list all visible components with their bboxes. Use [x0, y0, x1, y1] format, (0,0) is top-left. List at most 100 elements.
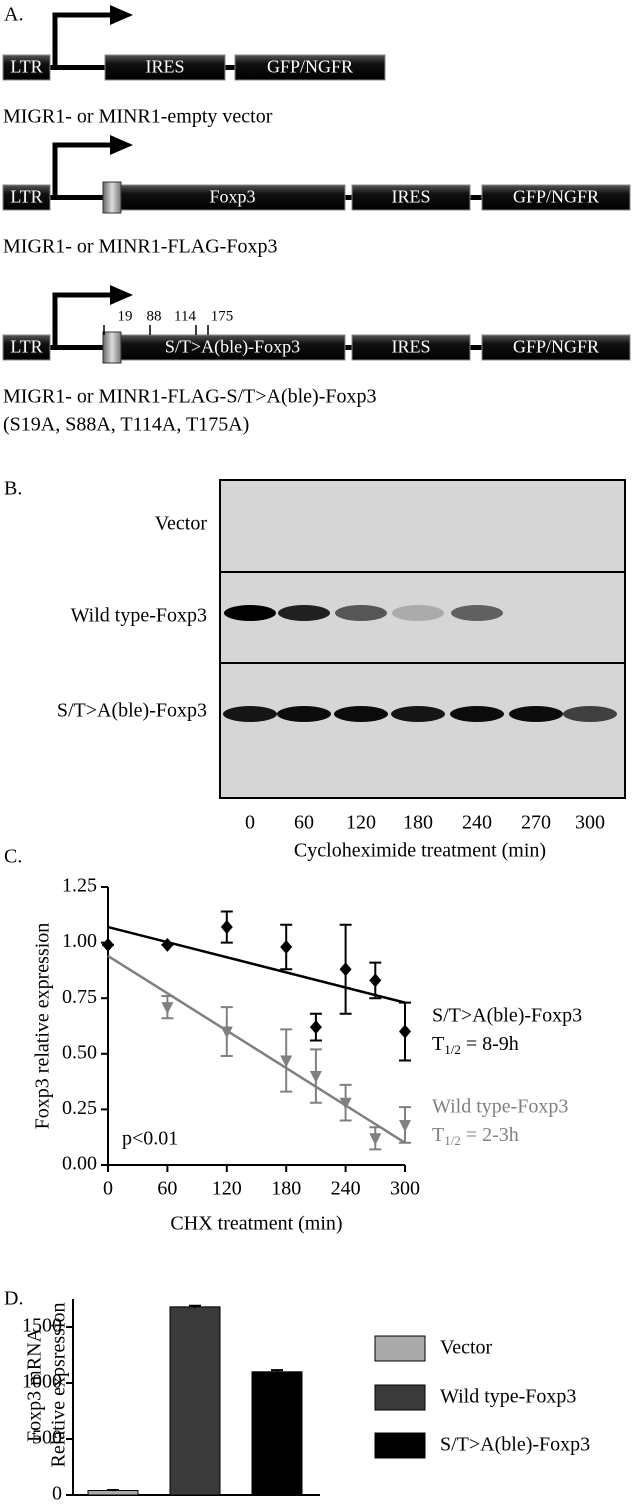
data-point — [220, 920, 233, 935]
promoter-arrow — [52, 12, 112, 65]
construct-segment — [2, 334, 51, 361]
y-tick-label: 1000 — [22, 1371, 62, 1393]
y-tick-label: 0.50 — [62, 1041, 97, 1063]
construct-segment — [351, 334, 471, 361]
fit-line — [107, 925, 406, 1004]
error-bar — [271, 1369, 283, 1374]
y-tick-label: 500 — [32, 1427, 62, 1449]
band — [278, 605, 330, 621]
site-label: 114 — [174, 308, 196, 324]
flag-tag — [102, 181, 122, 214]
construct-caption: MIGR1- or MINR1-empty vector — [3, 106, 273, 128]
construct-segment — [234, 54, 386, 81]
lane-label: 240 — [462, 812, 492, 834]
band — [509, 706, 563, 722]
site-label: 19 — [118, 308, 133, 324]
error-bar — [107, 1488, 119, 1492]
data-point — [161, 937, 174, 952]
band — [392, 605, 444, 621]
legend-swatch — [374, 1335, 426, 1362]
band — [563, 706, 617, 722]
segment-label: Foxp3 — [209, 187, 255, 207]
y-tick-label: 0.25 — [62, 1097, 97, 1119]
annotation: p<0.01 — [122, 1128, 178, 1150]
segment-label: GFP/NGFR — [513, 337, 599, 357]
bar — [251, 1371, 303, 1496]
construct-segment — [119, 184, 346, 211]
promoter-arrow — [52, 142, 112, 195]
panel-label: B. — [4, 478, 22, 500]
data-point — [309, 1020, 322, 1035]
fit-line — [107, 954, 406, 1144]
construct-segment — [2, 54, 51, 81]
segment-label: GFP/NGFR — [513, 187, 599, 207]
x-tick-label: 60 — [157, 1178, 177, 1200]
band — [223, 706, 277, 722]
data-point — [220, 1026, 233, 1039]
construct-segment — [119, 334, 346, 361]
construct-segment — [104, 54, 226, 81]
legend-swatch — [374, 1384, 426, 1411]
segment-label: IRES — [391, 337, 430, 357]
data-point — [399, 1119, 411, 1132]
arrow-head — [110, 285, 133, 305]
segment-label: LTR — [10, 337, 42, 357]
half-life-symbol: T — [432, 1033, 444, 1055]
data-point — [339, 962, 352, 977]
half-life-subscript: 1/2 — [444, 1133, 461, 1148]
x-tick-label: 300 — [390, 1178, 420, 1200]
bar — [169, 1306, 221, 1496]
data-point — [280, 1055, 293, 1068]
band — [451, 605, 503, 621]
x-tick-label: 0 — [103, 1178, 113, 1200]
half-life-text: = 8-9h — [466, 1033, 519, 1055]
y-axis-label: Foxp3 relative expression — [32, 923, 54, 1130]
segment-label: GFP/NGFR — [267, 57, 353, 77]
x-tick-label: 180 — [271, 1178, 301, 1200]
y-tick-label: 0.75 — [62, 986, 97, 1008]
x-tick-label: 120 — [212, 1178, 242, 1200]
band — [277, 706, 331, 722]
half-life: T1/2 = 2-3h — [432, 1124, 519, 1148]
data-point — [369, 1133, 382, 1146]
band — [224, 605, 276, 621]
segment-label: S/T>A(ble)-Foxp3 — [165, 337, 300, 358]
data-point — [161, 1002, 174, 1015]
legend-label: Vector — [440, 1337, 493, 1359]
promoter-arrow — [52, 292, 112, 345]
half-life-subscript: 1/2 — [444, 1042, 461, 1057]
data-point — [399, 1024, 411, 1039]
y-tick-label: 1.25 — [62, 875, 97, 897]
half-life: T1/2 = 8-9h — [432, 1033, 519, 1057]
data-point — [102, 937, 114, 952]
series-label: Wild type-Foxp3 — [432, 1096, 568, 1118]
construct-segment — [2, 184, 51, 211]
lane-label: 0 — [245, 812, 255, 834]
flag-tag — [102, 331, 122, 364]
blot — [219, 479, 626, 799]
data-point — [280, 940, 293, 955]
y-tick-label: 1.00 — [62, 930, 97, 952]
legend-label: Wild type-Foxp3 — [440, 1386, 576, 1408]
segment-label: LTR — [10, 187, 42, 207]
y-axis-label: Relative expsression — [48, 1303, 70, 1468]
site-label: 88 — [147, 308, 162, 324]
lane-label: 180 — [403, 812, 433, 834]
arrow-head — [110, 5, 133, 25]
segment-label: IRES — [145, 57, 184, 77]
legend-label: S/T>A(ble)-Foxp3 — [440, 1434, 590, 1456]
half-life-text: = 2-3h — [466, 1124, 519, 1146]
band — [391, 706, 445, 722]
construct-caption: MIGR1- or MINR1-FLAG-Foxp3 — [3, 236, 277, 258]
y-tick-label: 0 — [52, 1483, 62, 1504]
y-tick-label: 1500 — [22, 1315, 62, 1337]
lane-label: 270 — [521, 812, 551, 834]
bar — [87, 1490, 139, 1496]
construct-segment — [481, 334, 631, 361]
lane-label: 120 — [346, 812, 376, 834]
error-bar — [189, 1304, 201, 1308]
x-tick-label: 240 — [331, 1178, 361, 1200]
construct-caption: MIGR1- or MINR1-FLAG-S/T>A(ble)-Foxp3 — [3, 386, 376, 408]
